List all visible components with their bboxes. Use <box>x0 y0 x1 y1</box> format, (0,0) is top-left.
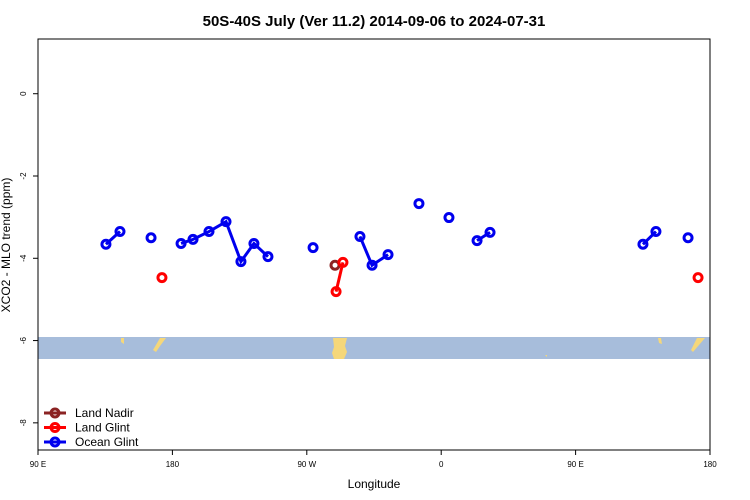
point-marker <box>145 232 157 244</box>
series-line <box>180 219 269 265</box>
point-marker <box>637 238 649 250</box>
point-marker <box>248 237 260 249</box>
point-marker <box>235 256 247 268</box>
point-marker <box>366 259 378 271</box>
x-tick-label: 90 E <box>30 460 46 469</box>
x-tick-label: 0 <box>439 460 444 469</box>
point-marker <box>330 286 342 298</box>
point-marker <box>484 226 496 238</box>
y-tick-label: -8 <box>19 419 28 427</box>
y-tick-label: -4 <box>19 254 28 262</box>
point-marker <box>692 272 704 284</box>
ocean-strip <box>38 337 710 359</box>
point-marker <box>413 198 425 210</box>
point-marker <box>443 212 455 224</box>
point-marker <box>382 249 394 261</box>
point-marker <box>471 235 483 247</box>
legend-marker <box>49 436 61 448</box>
point-marker <box>682 232 694 244</box>
map-strip <box>38 337 710 359</box>
y-tick-label: -6 <box>19 336 28 344</box>
legend-marker <box>49 407 61 419</box>
point-marker <box>354 230 366 242</box>
point-marker <box>307 242 319 254</box>
legend-label: Ocean Glint <box>75 435 139 449</box>
legend-label: Land Glint <box>75 421 130 435</box>
y-axis-label: XCO2 - MLO trend (ppm) <box>0 178 13 313</box>
x-tick-label: 180 <box>703 460 717 469</box>
point-marker <box>203 226 215 238</box>
chart-title: 50S-40S July (Ver 11.2) 2014-09-06 to 20… <box>203 13 546 30</box>
point-marker <box>114 226 126 238</box>
y-tick-label: 0 <box>19 91 28 96</box>
point-marker <box>220 216 232 228</box>
point-marker <box>187 233 199 245</box>
point-marker <box>337 256 349 268</box>
x-tick-label: 90 W <box>297 460 316 469</box>
plot-frame <box>37 38 711 451</box>
point-marker <box>100 238 112 250</box>
x-axis-label: Longitude <box>348 477 401 491</box>
series-line <box>476 231 491 242</box>
point-marker <box>175 237 187 249</box>
series-line <box>358 235 389 268</box>
legend-label: Land Nadir <box>75 406 134 420</box>
point-marker <box>262 251 274 263</box>
x-tick-label: 90 E <box>567 460 583 469</box>
point-marker <box>156 272 168 284</box>
legend-marker <box>49 422 61 433</box>
y-tick-label: -2 <box>19 172 28 180</box>
x-tick-label: 180 <box>166 460 180 469</box>
point-marker <box>650 226 662 238</box>
